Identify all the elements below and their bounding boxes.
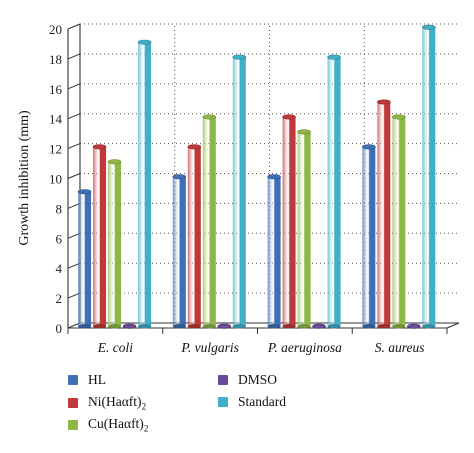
legend-item: Cu(Haαft)2 xyxy=(68,416,148,434)
legend-label: Ni(Haαft)2 xyxy=(88,394,147,412)
y-tick-mark xyxy=(67,202,81,209)
legend-swatch xyxy=(68,419,78,430)
legend-label: Standard xyxy=(238,394,286,409)
y-tick-mark xyxy=(67,232,81,239)
bar-ni-ha-ft--0 xyxy=(92,144,107,329)
legend-item: Ni(Haαft)2 xyxy=(68,394,146,412)
bar-dmso-3 xyxy=(407,323,421,329)
x-category-label: E. coli xyxy=(97,340,133,355)
x-category-label: P. vulgaris xyxy=(180,340,239,355)
bar-standard-2 xyxy=(327,54,341,329)
x-category-label: S. aureus xyxy=(375,340,425,355)
bar-dmso-2 xyxy=(312,323,326,329)
y-tick-label: 10 xyxy=(49,172,62,187)
y-tick-mark xyxy=(67,262,81,269)
legend-swatch xyxy=(218,397,228,407)
bar-cu-ha-ft--0 xyxy=(107,159,122,329)
bar-cu-ha-ft--1 xyxy=(202,114,217,329)
y-tick-label: 20 xyxy=(49,22,62,37)
bar-dmso-0 xyxy=(122,323,137,329)
bar-ni-ha-ft--1 xyxy=(187,144,202,329)
bar-cu-ha-ft--3 xyxy=(392,114,406,329)
y-tick-label: 8 xyxy=(56,201,63,216)
bar-dmso-1 xyxy=(217,323,232,329)
x-category-label: P. aeruginosa xyxy=(267,340,342,355)
legend-swatch xyxy=(218,375,228,385)
y-tick-label: 6 xyxy=(56,231,63,246)
legend-item: Standard xyxy=(218,394,286,410)
y-tick-mark xyxy=(67,173,81,179)
legend-item: HL xyxy=(68,372,106,388)
y-tick-mark xyxy=(67,23,81,30)
legend-item: DMSO xyxy=(218,372,277,388)
y-tick-mark xyxy=(67,143,81,150)
bar-hl-0 xyxy=(77,189,92,329)
y-tick-label: 18 xyxy=(49,52,62,67)
bar-layer xyxy=(77,24,436,329)
bar-ni-ha-ft--2 xyxy=(282,114,296,329)
bar-standard-1 xyxy=(232,54,247,329)
y-tick-label: 0 xyxy=(56,321,63,336)
bar-cu-ha-ft--2 xyxy=(297,129,311,329)
y-tick-mark xyxy=(67,83,81,90)
y-tick-mark xyxy=(67,322,81,329)
bar-standard-0 xyxy=(137,39,152,329)
y-tick-label: 2 xyxy=(56,291,63,306)
legend-label: Cu(Haαft)2 xyxy=(88,416,149,434)
y-tick-label: 16 xyxy=(49,82,63,97)
y-tick-mark xyxy=(67,113,81,120)
y-tick-label: 12 xyxy=(49,142,62,157)
y-tick-label: 4 xyxy=(56,261,63,276)
legend-label: DMSO xyxy=(238,372,278,387)
y-tick-label: 14 xyxy=(49,112,63,127)
bar-hl-2 xyxy=(267,174,281,329)
bar-standard-3 xyxy=(422,24,436,329)
axis-line xyxy=(446,322,460,329)
y-tick-mark xyxy=(67,292,81,299)
legend-swatch xyxy=(68,375,78,385)
y-tick-mark xyxy=(67,53,81,60)
label-layer: 0 2 4 6 8 10 12 14 16 18 20 E. coli P. vulgaris P. ae… xyxy=(49,22,425,355)
y-axis-label: Growth inhibition (mm) xyxy=(17,110,32,246)
legend-swatch xyxy=(68,397,78,408)
legend-label: HL xyxy=(88,372,106,387)
bar-ni-ha-ft--3 xyxy=(377,99,391,329)
bar-hl-3 xyxy=(362,144,376,329)
bar-hl-1 xyxy=(172,174,187,329)
